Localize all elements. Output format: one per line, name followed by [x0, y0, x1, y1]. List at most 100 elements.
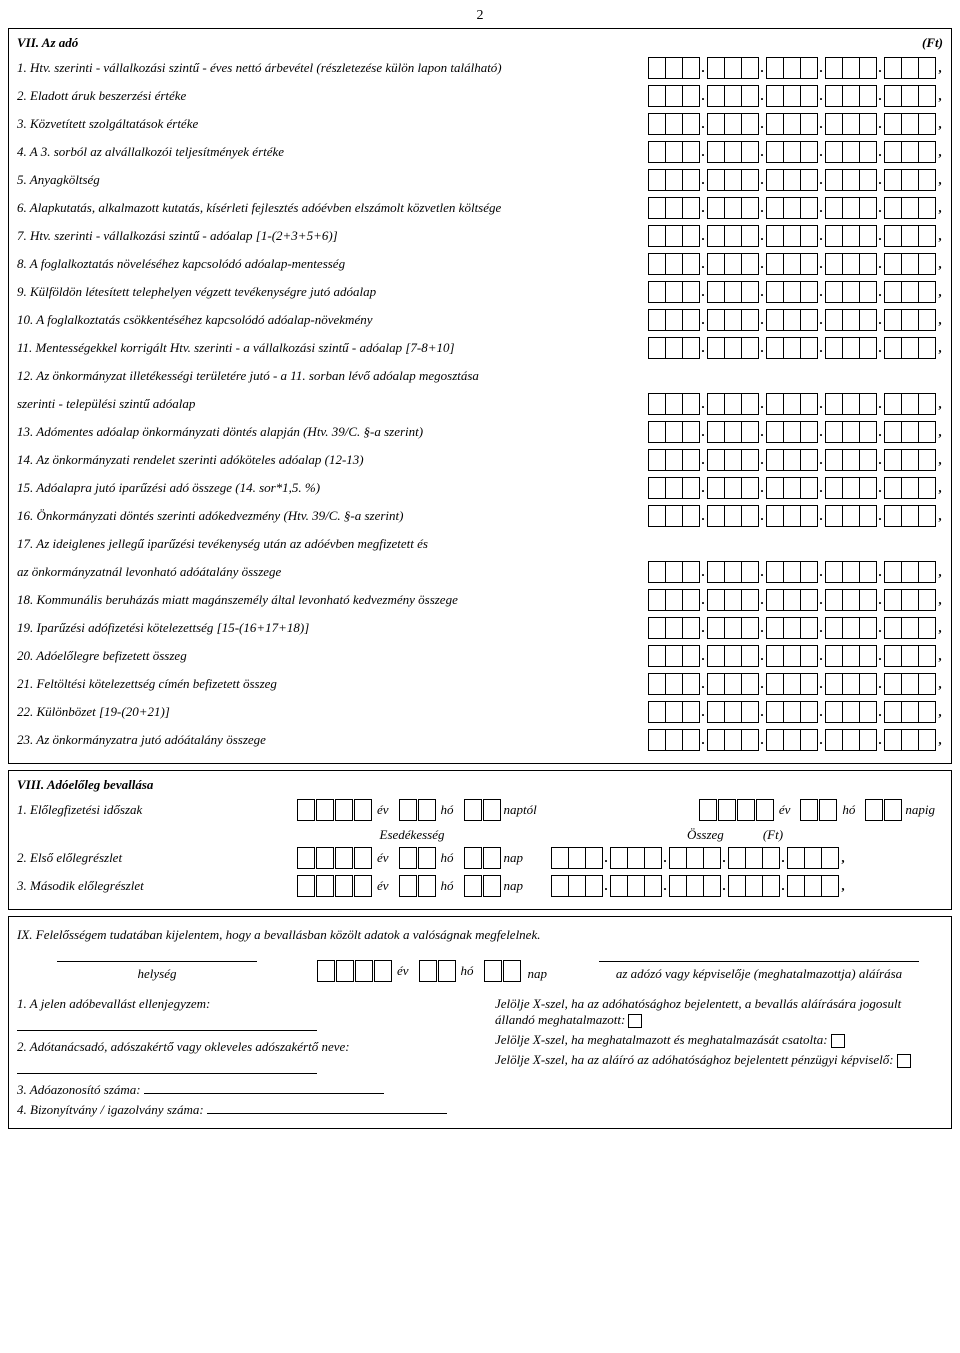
amount-input[interactable]: ....,: [551, 847, 846, 869]
digit-box[interactable]: [551, 847, 569, 869]
digit-box[interactable]: [842, 85, 860, 107]
digit-box[interactable]: [686, 847, 704, 869]
digit-box[interactable]: [842, 281, 860, 303]
l4-field[interactable]: [207, 1113, 447, 1114]
digit-box[interactable]: [901, 421, 919, 443]
digit-box[interactable]: [682, 393, 700, 415]
digit-box[interactable]: [918, 589, 936, 611]
digit-box[interactable]: [819, 799, 837, 821]
digit-box[interactable]: [665, 729, 683, 751]
digit-box[interactable]: [918, 113, 936, 135]
digit-box[interactable]: [707, 673, 725, 695]
digit-box[interactable]: [610, 847, 628, 869]
digit-box[interactable]: [724, 85, 742, 107]
digit-box[interactable]: [648, 309, 666, 331]
digit-box[interactable]: [741, 729, 759, 751]
digit-box[interactable]: [842, 673, 860, 695]
digit-box[interactable]: [682, 701, 700, 723]
digit-box[interactable]: [707, 729, 725, 751]
digit-box[interactable]: [859, 225, 877, 247]
digit-box[interactable]: [859, 589, 877, 611]
digit-box[interactable]: [825, 729, 843, 751]
digit-box[interactable]: [707, 281, 725, 303]
digit-box[interactable]: [783, 673, 801, 695]
digit-box[interactable]: [665, 505, 683, 527]
digit-box[interactable]: [800, 309, 818, 331]
l3-field[interactable]: [144, 1093, 384, 1094]
digit-box[interactable]: [648, 449, 666, 471]
digit-box[interactable]: [724, 477, 742, 499]
digit-box[interactable]: [918, 225, 936, 247]
digit-box[interactable]: [665, 561, 683, 583]
digit-box[interactable]: [483, 847, 501, 869]
digit-box[interactable]: [724, 729, 742, 751]
digit-box[interactable]: [884, 253, 902, 275]
digit-box[interactable]: [825, 701, 843, 723]
digit-box[interactable]: [800, 281, 818, 303]
digit-box[interactable]: [800, 729, 818, 751]
amount-input[interactable]: ....,: [648, 85, 943, 107]
digit-box[interactable]: [825, 393, 843, 415]
digit-box[interactable]: [648, 421, 666, 443]
digit-box[interactable]: [464, 847, 482, 869]
digit-box[interactable]: [741, 561, 759, 583]
digit-box[interactable]: [918, 477, 936, 499]
digit-box[interactable]: [884, 505, 902, 527]
digit-box[interactable]: [825, 197, 843, 219]
digit-box[interactable]: [783, 141, 801, 163]
digit-box[interactable]: [648, 505, 666, 527]
amount-input[interactable]: ....,: [648, 393, 943, 415]
digit-box[interactable]: [665, 225, 683, 247]
digit-box[interactable]: [724, 421, 742, 443]
digit-box[interactable]: [783, 197, 801, 219]
digit-box[interactable]: [766, 337, 784, 359]
digit-box[interactable]: [665, 617, 683, 639]
digit-box[interactable]: [741, 337, 759, 359]
digit-box[interactable]: [316, 847, 334, 869]
digit-box[interactable]: [648, 169, 666, 191]
digit-box[interactable]: [724, 57, 742, 79]
digit-box[interactable]: [884, 673, 902, 695]
digit-box[interactable]: [682, 337, 700, 359]
digit-box[interactable]: [800, 337, 818, 359]
digit-box[interactable]: [741, 673, 759, 695]
digit-box[interactable]: [800, 393, 818, 415]
digit-box[interactable]: [859, 197, 877, 219]
r1-checkbox[interactable]: [628, 1014, 642, 1028]
digit-box[interactable]: [859, 169, 877, 191]
digit-box[interactable]: [783, 113, 801, 135]
digit-box[interactable]: [399, 799, 417, 821]
digit-box[interactable]: [766, 113, 784, 135]
signature-line[interactable]: [599, 947, 919, 962]
digit-box[interactable]: [800, 449, 818, 471]
digit-box[interactable]: [918, 57, 936, 79]
digit-box[interactable]: [665, 393, 683, 415]
amount-input[interactable]: ....,: [648, 561, 943, 583]
digit-box[interactable]: [859, 337, 877, 359]
digit-box[interactable]: [741, 197, 759, 219]
digit-box[interactable]: [800, 701, 818, 723]
digit-box[interactable]: [901, 225, 919, 247]
digit-box[interactable]: [728, 847, 746, 869]
digit-box[interactable]: [842, 421, 860, 443]
digit-box[interactable]: [884, 393, 902, 415]
digit-box[interactable]: [859, 701, 877, 723]
digit-box[interactable]: [766, 281, 784, 303]
digit-box[interactable]: [884, 701, 902, 723]
digit-box[interactable]: [825, 337, 843, 359]
digit-box[interactable]: [648, 393, 666, 415]
digit-box[interactable]: [665, 57, 683, 79]
digit-box[interactable]: [901, 729, 919, 751]
digit-box[interactable]: [901, 85, 919, 107]
digit-box[interactable]: [648, 337, 666, 359]
digit-box[interactable]: [918, 421, 936, 443]
digit-box[interactable]: [859, 505, 877, 527]
digit-box[interactable]: [355, 960, 373, 982]
digit-box[interactable]: [682, 113, 700, 135]
digit-box[interactable]: [918, 281, 936, 303]
digit-box[interactable]: [707, 505, 725, 527]
digit-box[interactable]: [766, 449, 784, 471]
digit-box[interactable]: [648, 253, 666, 275]
digit-box[interactable]: [665, 85, 683, 107]
digit-box[interactable]: [756, 799, 774, 821]
